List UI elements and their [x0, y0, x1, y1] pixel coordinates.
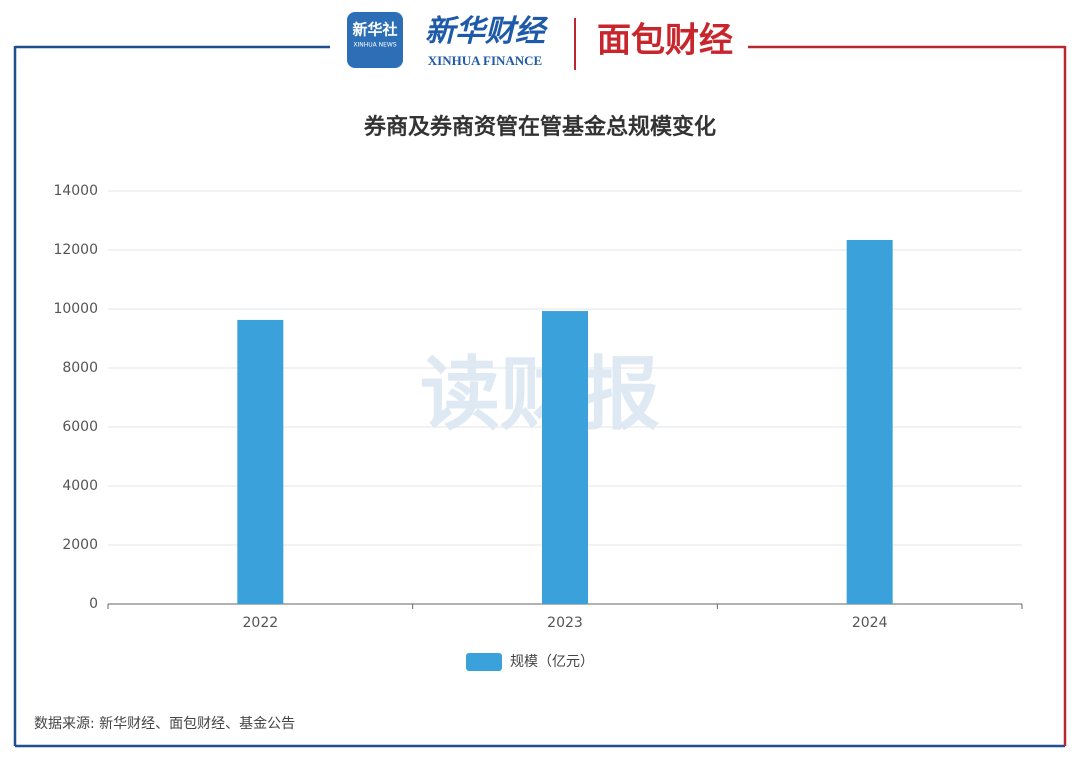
- chart-title: 券商及券商资管在管基金总规模变化: [363, 114, 716, 140]
- bar: [237, 319, 284, 604]
- y-tick-label: 2000: [62, 537, 98, 553]
- watermark: 读财报: [420, 348, 660, 441]
- xinhua-icon-sub: XINHUA NEWS: [353, 42, 396, 49]
- y-tick-label: 10000: [53, 301, 98, 317]
- bar: [846, 239, 893, 604]
- xinhua-finance-logo: 新华财经: [425, 14, 549, 49]
- x-tick-label: 2023: [547, 615, 583, 631]
- x-tick-label: 2022: [243, 615, 279, 631]
- y-tick-label: 0: [89, 596, 98, 612]
- mianbao-logo: 面包财经: [597, 21, 733, 61]
- bar: [542, 311, 588, 604]
- y-tick-label: 4000: [62, 478, 98, 494]
- x-tick-label: 2024: [852, 615, 888, 631]
- y-tick-label: 12000: [53, 242, 98, 258]
- source-note: 数据来源: 新华财经、面包财经、基金公告: [34, 715, 295, 732]
- y-tick-label: 14000: [53, 183, 98, 199]
- legend-label: 规模（亿元）: [510, 654, 594, 670]
- xinhua-finance-en: XINHUA FINANCE: [428, 53, 542, 68]
- legend-swatch: [466, 653, 502, 671]
- y-tick-label: 6000: [62, 419, 98, 435]
- xinhua-icon: [347, 12, 403, 68]
- y-tick-label: 8000: [62, 360, 98, 376]
- xinhua-icon-text: 新华社: [352, 21, 397, 39]
